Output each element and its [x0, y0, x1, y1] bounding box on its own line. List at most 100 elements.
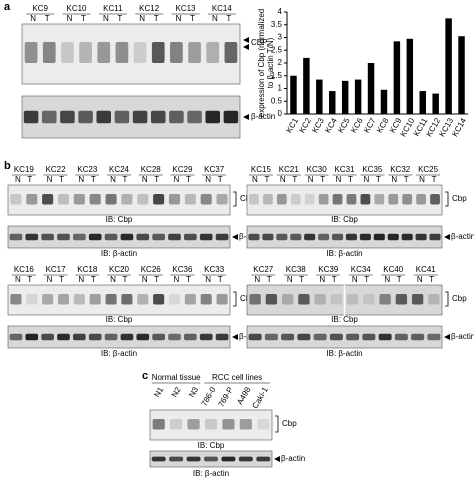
band: [221, 456, 236, 462]
band: [362, 333, 376, 341]
band: [290, 194, 301, 205]
blot: [7, 284, 231, 316]
band-label: β-actin: [451, 232, 474, 241]
band: [257, 419, 270, 430]
lane-label: N: [419, 175, 425, 184]
band: [152, 419, 165, 430]
band: [57, 294, 70, 305]
blot: [7, 225, 231, 249]
band: [402, 194, 413, 205]
band: [115, 42, 129, 63]
sample-label: KC14: [212, 4, 233, 13]
bracket: [275, 415, 279, 433]
band: [331, 233, 344, 241]
band: [416, 194, 426, 205]
band: [89, 294, 101, 305]
y-tick-label: 2: [278, 58, 283, 67]
lane-label: T: [320, 175, 325, 184]
lane-label: N: [174, 175, 180, 184]
lane-label: N: [15, 275, 21, 284]
lane-label: N: [417, 275, 423, 284]
band-label: Cbp: [282, 419, 297, 428]
sample-label: KC9: [32, 4, 48, 13]
lane-label: T: [45, 14, 50, 23]
band: [188, 42, 201, 63]
blot: [7, 184, 231, 216]
band: [88, 333, 102, 341]
arrow: [274, 456, 280, 462]
band-label: CBP: [251, 38, 267, 47]
lane-label: T: [91, 275, 96, 284]
band: [24, 42, 38, 63]
band: [249, 194, 259, 205]
band: [379, 294, 391, 305]
band: [42, 294, 54, 305]
lane-label: N: [78, 175, 84, 184]
band: [373, 233, 385, 241]
lane-label: T: [27, 175, 32, 184]
ib-label: IB: Cbp: [106, 215, 133, 224]
lane-label: N: [287, 275, 293, 284]
band: [73, 333, 86, 341]
y-tick-label: 1: [278, 84, 283, 93]
bar: [458, 36, 465, 114]
sample-label: KC19: [14, 165, 35, 174]
band: [26, 194, 38, 205]
lane-label: T: [123, 275, 128, 284]
blot: [246, 325, 443, 349]
lane-label: T: [154, 175, 159, 184]
lane-label: N: [254, 275, 260, 284]
sample-label: KC18: [77, 265, 98, 274]
y-tick-label: 0.5: [271, 96, 283, 105]
lane-label: T: [91, 175, 96, 184]
bar: [303, 57, 310, 114]
band: [329, 333, 343, 341]
band: [330, 294, 343, 305]
band: [151, 42, 165, 63]
ib-label: IB: Cbp: [198, 441, 225, 450]
band: [359, 233, 371, 241]
sample-label: KC15: [251, 165, 272, 174]
band: [187, 419, 200, 430]
band: [184, 294, 196, 305]
band: [216, 194, 228, 205]
lane-label: T: [218, 175, 223, 184]
lane-label: 786-0: [200, 385, 218, 408]
band: [120, 333, 134, 341]
band: [276, 233, 288, 241]
band: [41, 110, 57, 124]
band: [168, 294, 181, 305]
band: [89, 194, 101, 205]
band: [313, 333, 327, 341]
band: [168, 194, 181, 205]
band: [60, 110, 75, 124]
band: [248, 233, 260, 241]
lane-label: T: [364, 275, 369, 284]
band-label: β-actin: [451, 332, 474, 341]
lane-label: N: [110, 275, 116, 284]
blot: [21, 23, 241, 85]
lane-label: N: [30, 14, 36, 23]
lane-label: T: [267, 275, 272, 284]
y-tick-label: 0: [278, 109, 283, 118]
ib-label: IB: β-actin: [326, 349, 362, 358]
bracket: [233, 291, 237, 307]
band: [105, 294, 117, 305]
band: [187, 110, 202, 124]
band: [10, 194, 22, 205]
lane-label: T: [218, 275, 223, 284]
band: [415, 233, 427, 241]
bar: [290, 75, 297, 114]
band: [73, 294, 85, 305]
band: [360, 194, 371, 205]
lane-label: N: [391, 175, 397, 184]
blot: [246, 184, 443, 216]
x-tick-label: KC5: [336, 116, 352, 134]
band: [25, 233, 39, 241]
sample-label: KC36: [172, 265, 193, 274]
bar: [329, 91, 336, 114]
band: [169, 456, 184, 462]
band: [332, 194, 343, 205]
band: [170, 419, 183, 430]
band: [136, 233, 150, 241]
